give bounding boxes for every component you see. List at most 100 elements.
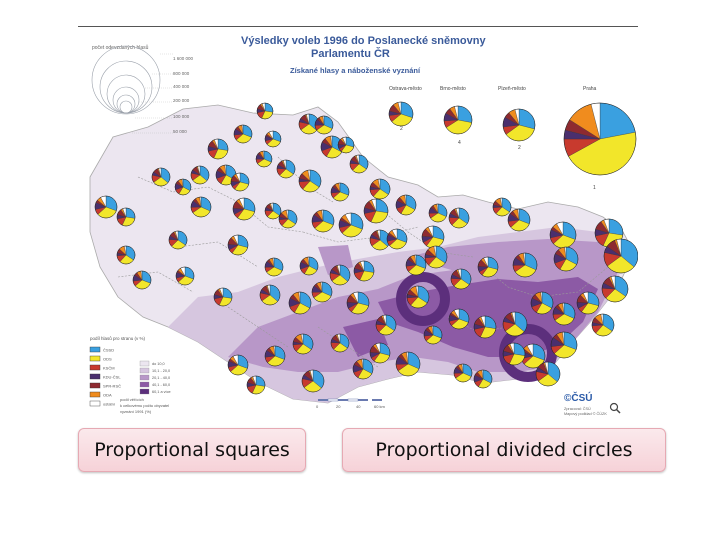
district-pie bbox=[512, 252, 538, 278]
district-pie bbox=[395, 351, 421, 377]
pie-outline bbox=[603, 238, 638, 274]
pie-outline bbox=[601, 275, 629, 303]
pie-outline bbox=[448, 207, 470, 229]
size-legend-circle bbox=[116, 94, 136, 114]
pie-outline bbox=[512, 252, 538, 278]
district-pie bbox=[477, 256, 499, 278]
scale-label: 60 km bbox=[374, 404, 386, 409]
size-legend-value: 100 000 bbox=[173, 114, 190, 119]
pie-outline bbox=[395, 194, 417, 216]
district-pie bbox=[349, 154, 369, 174]
pie-outline bbox=[386, 228, 408, 250]
election-map: počet odevzdaných hlasů 1 600 000 800 00… bbox=[89, 35, 638, 416]
pie-outline bbox=[314, 115, 334, 135]
pie-outline bbox=[151, 167, 171, 187]
district-pie bbox=[264, 130, 282, 148]
pie-outline bbox=[256, 102, 274, 120]
key-note: vyznání 1991 (%) bbox=[120, 409, 152, 414]
district-pie bbox=[288, 291, 312, 315]
party-name: ODA bbox=[103, 393, 112, 398]
pie-outline bbox=[227, 234, 249, 256]
pie-outline bbox=[530, 291, 554, 315]
pie-outline bbox=[552, 302, 576, 326]
pie-outline bbox=[233, 124, 253, 144]
district-pie bbox=[168, 230, 188, 250]
district-pie bbox=[346, 291, 370, 315]
district-pie bbox=[190, 196, 212, 218]
pie-outline bbox=[477, 256, 499, 278]
district-pie bbox=[388, 101, 414, 127]
party-name: ODS bbox=[103, 357, 112, 362]
district-pie bbox=[207, 138, 229, 160]
pie-outline bbox=[259, 284, 281, 306]
district-pie bbox=[443, 105, 473, 135]
size-legend-value: 50 000 bbox=[173, 129, 187, 134]
district-pie bbox=[233, 124, 253, 144]
map-subtitle: Získané hlasy a náboženské vyznání bbox=[290, 66, 421, 75]
district-pie bbox=[591, 313, 615, 337]
pie-outline bbox=[349, 154, 369, 174]
pie-slice bbox=[264, 102, 274, 113]
map-title-line2: Parlamentu ČR bbox=[311, 47, 390, 60]
city-label: Brno-město bbox=[440, 86, 466, 92]
district-pie bbox=[502, 342, 526, 366]
district-pie bbox=[330, 333, 350, 353]
credit-line: Zpracoval: ČSÚ bbox=[564, 406, 591, 411]
map-image: počet odevzdaných hlasů 1 600 000 800 00… bbox=[78, 26, 638, 431]
district-pie bbox=[174, 178, 192, 196]
pie-outline bbox=[278, 209, 298, 229]
religion-swatch bbox=[139, 388, 150, 395]
pie-outline bbox=[375, 314, 397, 336]
pie-outline bbox=[405, 254, 427, 276]
party-swatch bbox=[89, 355, 101, 362]
pie-outline bbox=[246, 375, 266, 395]
district-pie bbox=[369, 342, 391, 364]
key-note: k celkovému počtu obyvatel bbox=[120, 403, 169, 408]
district-pie bbox=[278, 209, 298, 229]
district-pie bbox=[552, 302, 576, 326]
district-pie bbox=[448, 308, 470, 330]
district-pie bbox=[395, 194, 417, 216]
pie-outline bbox=[353, 260, 375, 282]
district-pie bbox=[232, 197, 256, 221]
pie-outline bbox=[190, 196, 212, 218]
pie-outline bbox=[553, 246, 579, 272]
pie-outline bbox=[292, 333, 314, 355]
district-pie bbox=[363, 198, 389, 224]
district-pie bbox=[151, 167, 171, 187]
pie-outline bbox=[301, 369, 325, 393]
key-title: podíl hlasů pro stranu (v %) bbox=[90, 335, 146, 341]
district-pie bbox=[255, 150, 273, 168]
district-border bbox=[117, 271, 194, 293]
religion-class: 10,1 - 20,0 bbox=[152, 369, 170, 373]
district-border bbox=[177, 241, 259, 268]
district-pie bbox=[213, 287, 233, 307]
pie-outline bbox=[428, 203, 448, 223]
pie-slice bbox=[457, 105, 473, 123]
pie-outline bbox=[168, 230, 188, 250]
party-swatch bbox=[89, 382, 101, 389]
district-pie bbox=[259, 284, 281, 306]
district-pie bbox=[264, 257, 284, 277]
district-pie bbox=[116, 245, 136, 265]
pie-outline bbox=[369, 342, 391, 364]
map-key: podíl hlasů pro stranu (v %) ČSSD ODS KSČM… bbox=[89, 335, 171, 414]
size-legend-value: 800 000 bbox=[173, 71, 190, 76]
scale-label: 40 bbox=[356, 404, 361, 409]
pie-outline bbox=[406, 285, 430, 309]
religion-swatch bbox=[139, 360, 150, 367]
pie-outline bbox=[264, 130, 282, 148]
size-legend-circle bbox=[91, 45, 161, 115]
pie-outline bbox=[473, 315, 497, 339]
size-legend: počet odevzdaných hlasů 1 600 000 800 00… bbox=[91, 44, 194, 134]
pie-outline bbox=[337, 136, 355, 154]
district-pie bbox=[473, 369, 493, 389]
size-legend-title: počet odevzdaných hlasů bbox=[92, 44, 149, 51]
pie-outline bbox=[346, 291, 370, 315]
district-pie bbox=[227, 234, 249, 256]
district-pie bbox=[94, 195, 118, 219]
religion-class: 20,1 - 40,0 bbox=[152, 376, 170, 380]
label-text: Proportional divided circles bbox=[375, 439, 633, 461]
pie-outline bbox=[424, 245, 448, 269]
party-name: SPR-RSČ bbox=[103, 384, 121, 389]
